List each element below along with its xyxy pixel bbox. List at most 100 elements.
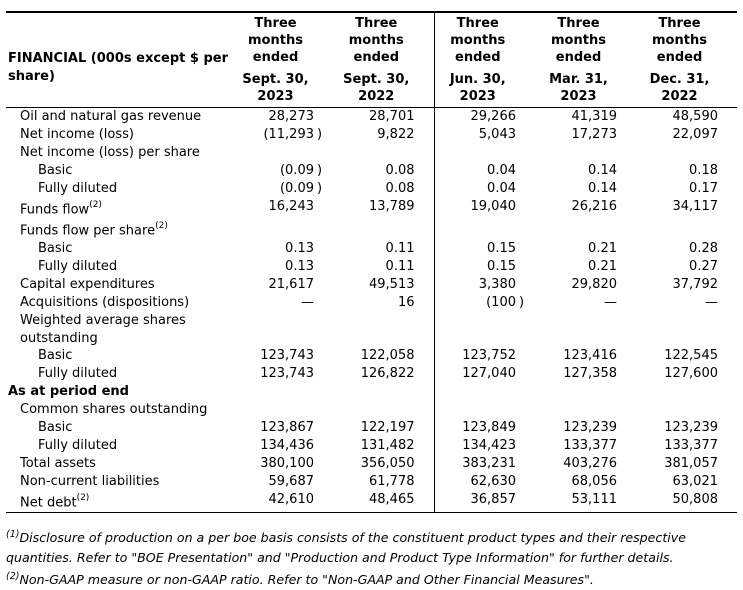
period-label: Three months ended [652,16,707,65]
table-row: Fully diluted (0.09) 0.08 0.04 0.14 0.17 [6,179,737,198]
row-label: Funds flow(2) [20,199,102,217]
table-row: Non-current liabilities 59,687 61,778 62,63… [6,472,737,491]
table-cell: 5,043 [433,125,535,144]
table-cell: 0.04 [433,161,535,180]
table-cell: 123,743 [260,366,314,382]
table-row: Oil and natural gas revenue 28,273 28,701 2… [6,107,737,126]
table-cell: 21,617 [268,276,315,292]
table-cell: 36,857 [433,490,535,513]
row-label: Net income (loss) per share [20,144,200,160]
table-cell: 134,423 [433,436,535,455]
table-cell: 26,216 [571,198,618,214]
table-cell [433,401,535,420]
table-cell: 68,056 [571,473,618,489]
table-cell: 37,792 [672,276,719,292]
table-row: Common shares outstanding [6,401,737,420]
table-cell: 0.27 [689,258,718,274]
footnote-reference: (2) [89,199,102,210]
row-label: Basic [38,420,73,436]
table-cell: 53,111 [535,490,636,513]
table-row: Net income (loss) per share [6,143,737,162]
table-cell [433,218,535,240]
table-cell: 48,465 [333,490,434,513]
table-cell [333,144,434,162]
table-cell: 22,097 [672,126,719,142]
table-cell [333,219,434,240]
period-label: Three months ended [450,16,506,65]
row-label: Fully diluted [38,366,118,382]
period-label: Three months ended [551,16,606,65]
table-cell: (0.09) [279,162,323,178]
table-cell: 62,630 [433,472,535,491]
table-cell: 63,021 [672,473,719,489]
table-cell: 48,590 [672,109,719,124]
table-cell: 0.15 [433,257,535,276]
financial-summary-table: FINANCIAL (000s except $ per share) Thre… [6,11,737,513]
table-cell: 123,239 [664,420,718,436]
table-cell: 127,040 [433,365,535,384]
table-cell: 123,752 [433,347,535,366]
table-cell: 0.04 [433,179,535,198]
table-cell [636,383,737,401]
table-cell [232,312,333,348]
row-label: Fully diluted [38,258,118,274]
table-cell: 380,100 [260,455,314,471]
table-body: Oil and natural gas revenue 28,273 28,701 2… [6,107,737,513]
table-cell: 123,867 [260,420,314,436]
table-cell: 42,610 [232,490,333,513]
table-cell [232,219,333,240]
table-cell [535,401,636,419]
table-cell: 17,273 [571,126,618,142]
table-cell: 41,319 [571,109,618,124]
footnote-marker: (2) [6,571,20,583]
header-col-jun-30-2023: Three months ended Jun. 30, 2023 [433,12,535,108]
table-cell [333,401,434,419]
table-cell: 381,057 [664,455,718,471]
table-cell: — [604,294,617,310]
table-cell: 50,808 [636,490,737,513]
row-label: Basic [38,348,73,364]
period-label: Three months ended [248,16,303,65]
row-label: Funds flow per share(2) [20,220,168,239]
table-cell: 403,276 [563,455,617,471]
table-cell [232,144,333,162]
table-cell: 0.28 [689,241,718,256]
table-row: Net income (loss) (11,293) 9,822 5,043 17,27… [6,125,737,144]
table-cell [433,311,535,348]
table-row: Funds flow(2) 16,243 13,789 19,040 26,216 34,… [6,197,737,219]
table-cell [535,219,636,240]
table-cell: 123,849 [433,419,535,437]
table-cell: — [301,294,314,310]
column-date: Sept. 30, 2023 [242,72,309,104]
table-cell: 0.14 [588,180,617,196]
table-cell [535,312,636,348]
table-cell: 0.11 [385,241,415,256]
table-row: Capital expenditures 21,617 49,513 3,380 29,… [6,275,737,294]
footnote: (1)Disclosure of production on a per boe… [6,528,686,565]
table-cell: 61,778 [369,473,415,489]
table-cell: 19,040 [433,197,535,219]
table-cell: 0.13 [285,241,314,256]
table-cell [636,312,737,348]
header-col-mar-31-2023: Three months ended Mar. 31, 2023 [535,12,636,108]
table-cell: 0.08 [385,162,415,178]
table-cell: 123,416 [563,348,617,364]
table-cell: (11,293) [263,126,323,142]
footnote-marker: (1) [6,528,20,540]
footnote-reference: (2) [155,220,168,231]
row-label: Weighted average shares outstanding [20,312,186,346]
row-label: Basic [38,241,73,256]
table-cell: 34,117 [672,198,719,214]
table-cell: 59,687 [268,473,315,489]
table-cell: 0.21 [588,241,617,256]
row-label: Common shares outstanding [20,402,208,418]
header-col-sept-30-2023: Three months ended Sept. 30, 2023 [232,12,333,108]
footnotes: (1)Disclosure of production on a per boe… [6,525,737,590]
table-row: Fully diluted 123,743 126,822 127,040 127,35… [6,365,737,384]
table-cell: 29,266 [433,107,535,126]
table-cell: 13,789 [369,198,415,214]
table-cell [636,401,737,419]
table-cell: 16 [397,294,415,310]
header-financial-label-cell: FINANCIAL (000s except $ per share) [6,12,232,108]
